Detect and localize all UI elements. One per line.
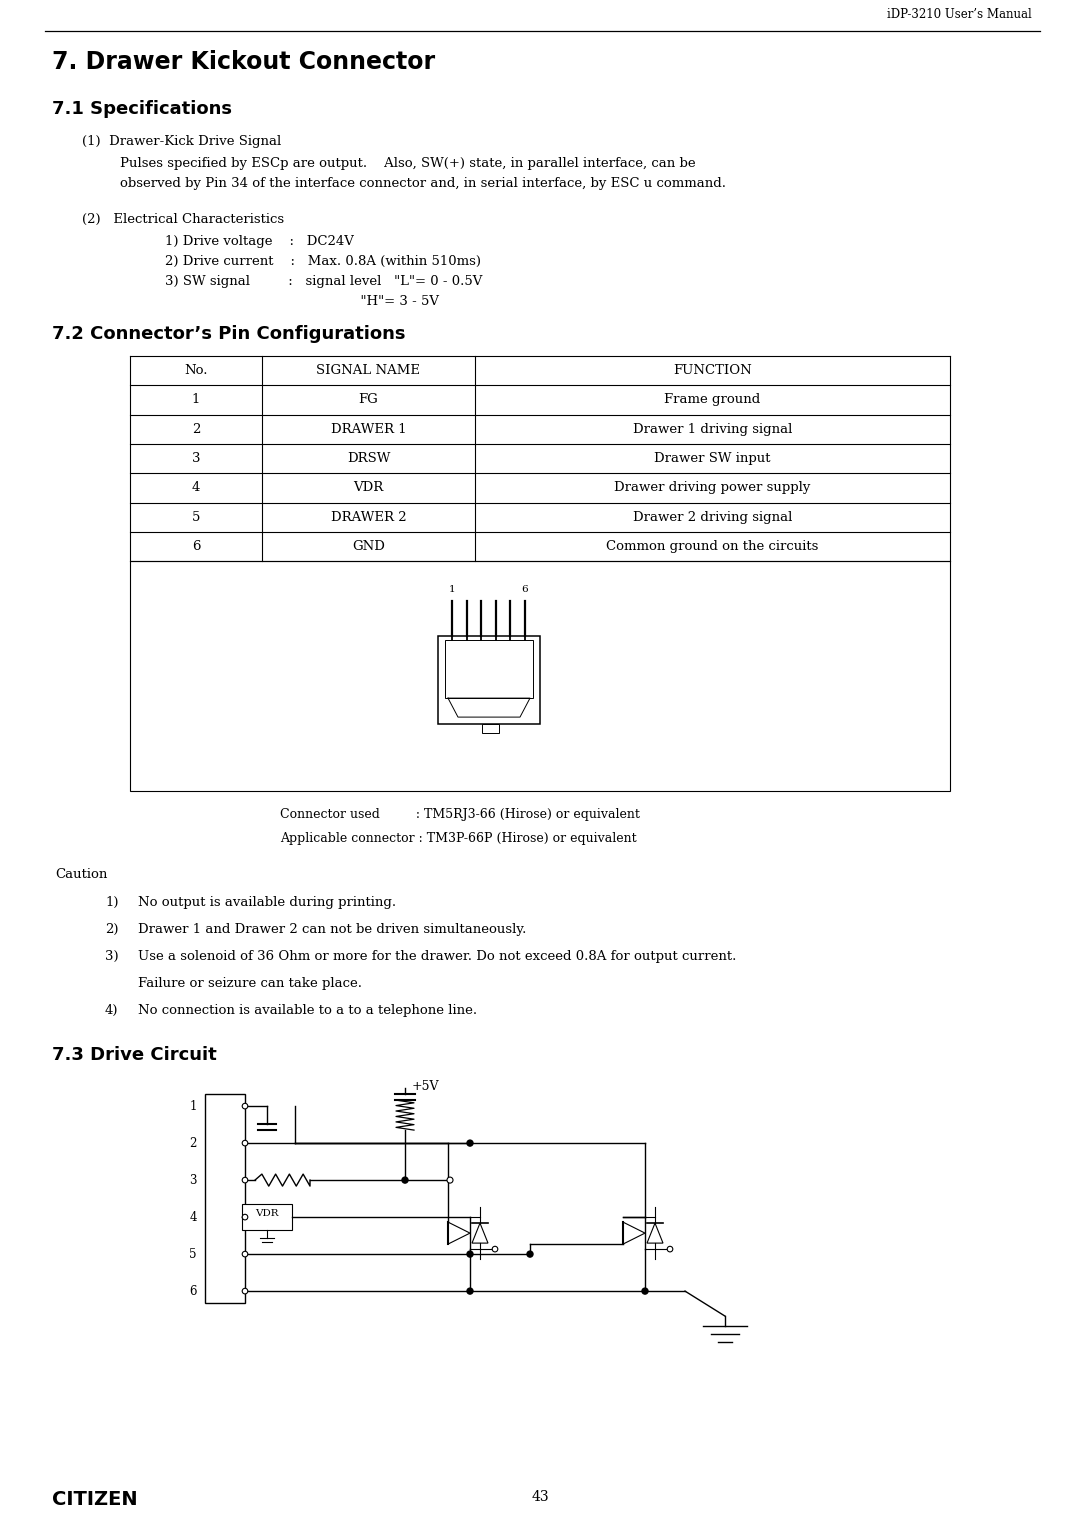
Text: FG: FG (359, 393, 378, 406)
Circle shape (242, 1288, 247, 1294)
Text: 3: 3 (189, 1174, 197, 1187)
Bar (445, 640, 534, 698)
Circle shape (242, 1177, 247, 1183)
Text: 1): 1) (105, 895, 119, 909)
Circle shape (527, 1251, 534, 1258)
Text: 6: 6 (189, 1285, 197, 1297)
Text: DRAWER 1: DRAWER 1 (330, 423, 406, 435)
Text: 6: 6 (192, 539, 200, 553)
Text: 7. Drawer Kickout Connector: 7. Drawer Kickout Connector (52, 50, 435, 73)
Text: Caution: Caution (55, 868, 107, 882)
Text: 7.1 Specifications: 7.1 Specifications (52, 99, 232, 118)
Text: SIGNAL NAME: SIGNAL NAME (316, 364, 420, 377)
Text: observed by Pin 34 of the interface connector and, in serial interface, by ESC u: observed by Pin 34 of the interface conn… (120, 177, 726, 189)
Circle shape (447, 1177, 453, 1183)
Text: "H"= 3 - 5V: "H"= 3 - 5V (165, 295, 438, 309)
Text: No.: No. (185, 364, 207, 377)
Text: 3) SW signal         :   signal level   "L"= 0 - 0.5V: 3) SW signal : signal level "L"= 0 - 0.5… (165, 275, 483, 287)
Text: Connector used         : TM5RJ3-66 (Hirose) or equivalent: Connector used : TM5RJ3-66 (Hirose) or e… (280, 808, 639, 821)
Circle shape (242, 1103, 247, 1109)
Text: 4): 4) (105, 1004, 119, 1018)
Text: iDP-3210 User’s Manual: iDP-3210 User’s Manual (888, 8, 1032, 21)
Polygon shape (472, 1222, 488, 1244)
Text: 2): 2) (105, 923, 119, 937)
Circle shape (642, 1288, 648, 1294)
Bar (205, 1094, 245, 1303)
Text: (2)   Electrical Characteristics: (2) Electrical Characteristics (82, 212, 284, 226)
Text: Drawer SW input: Drawer SW input (654, 452, 771, 465)
Text: Common ground on the circuits: Common ground on the circuits (606, 539, 819, 553)
Text: +5V: +5V (411, 1080, 440, 1093)
Text: Applicable connector : TM3P-66P (Hirose) or equivalent: Applicable connector : TM3P-66P (Hirose)… (280, 833, 636, 845)
Polygon shape (448, 1222, 470, 1244)
Text: 1: 1 (192, 393, 200, 406)
Circle shape (467, 1288, 473, 1294)
Circle shape (467, 1251, 473, 1258)
Text: (1)  Drawer-Kick Drive Signal: (1) Drawer-Kick Drive Signal (82, 134, 281, 148)
Text: 1: 1 (190, 1100, 197, 1112)
Text: 2: 2 (192, 423, 200, 435)
Text: No connection is available to a to a telephone line.: No connection is available to a to a tel… (138, 1004, 477, 1018)
Circle shape (242, 1140, 247, 1146)
Text: 3): 3) (105, 950, 119, 963)
Text: 2: 2 (190, 1137, 197, 1149)
Text: DRSW: DRSW (347, 452, 390, 465)
Text: 4: 4 (189, 1210, 197, 1224)
Text: FUNCTION: FUNCTION (673, 364, 752, 377)
Text: No output is available during printing.: No output is available during printing. (138, 895, 396, 909)
Bar (438, 636, 540, 724)
Circle shape (402, 1177, 408, 1183)
Text: Failure or seizure can take place.: Failure or seizure can take place. (138, 976, 362, 990)
Text: CITIZEN: CITIZEN (52, 1490, 137, 1510)
Text: VDR: VDR (353, 481, 383, 495)
Text: 5: 5 (192, 510, 200, 524)
Text: 3: 3 (192, 452, 200, 465)
Text: Drawer driving power supply: Drawer driving power supply (615, 481, 811, 495)
Text: DRAWER 2: DRAWER 2 (330, 510, 406, 524)
Circle shape (492, 1247, 498, 1251)
Text: 1: 1 (448, 585, 456, 593)
Text: 4: 4 (192, 481, 200, 495)
Text: 43: 43 (531, 1490, 549, 1504)
Polygon shape (647, 1222, 663, 1244)
Text: Use a solenoid of 36 Ohm or more for the drawer. Do not exceed 0.8A for output c: Use a solenoid of 36 Ohm or more for the… (138, 950, 737, 963)
Circle shape (242, 1215, 247, 1219)
Text: 2) Drive current    :   Max. 0.8A (within 510ms): 2) Drive current : Max. 0.8A (within 510… (165, 255, 481, 267)
Bar (130, 561, 950, 792)
Bar (242, 1204, 292, 1230)
Text: 1) Drive voltage    :   DC24V: 1) Drive voltage : DC24V (165, 235, 354, 248)
Circle shape (467, 1140, 473, 1146)
Text: 7.3 Drive Circuit: 7.3 Drive Circuit (52, 1047, 217, 1063)
Bar (482, 724, 499, 733)
Text: 7.2 Connector’s Pin Configurations: 7.2 Connector’s Pin Configurations (52, 325, 405, 342)
Circle shape (242, 1251, 247, 1258)
Text: 5: 5 (189, 1247, 197, 1261)
Circle shape (667, 1247, 673, 1251)
Text: Drawer 2 driving signal: Drawer 2 driving signal (633, 510, 793, 524)
Polygon shape (623, 1222, 645, 1244)
Text: VDR: VDR (255, 1209, 279, 1218)
Text: 6: 6 (522, 585, 528, 593)
Text: Drawer 1 and Drawer 2 can not be driven simultaneously.: Drawer 1 and Drawer 2 can not be driven … (138, 923, 526, 937)
Text: GND: GND (352, 539, 384, 553)
Text: Frame ground: Frame ground (664, 393, 760, 406)
Text: Drawer 1 driving signal: Drawer 1 driving signal (633, 423, 793, 435)
Text: Pulses specified by ESCp are output.    Also, SW(+) state, in parallel interface: Pulses specified by ESCp are output. Als… (120, 157, 696, 170)
